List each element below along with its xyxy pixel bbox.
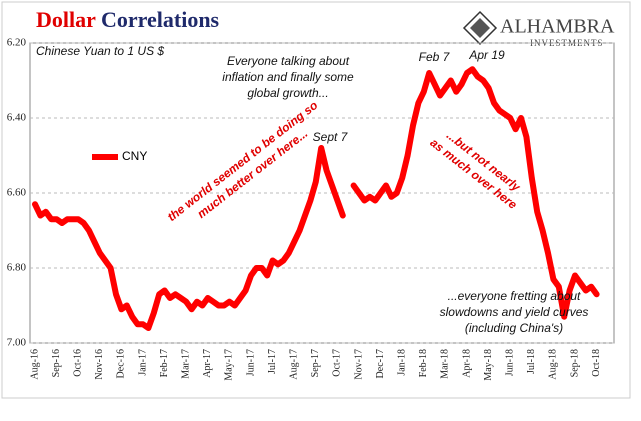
annotation-text: much better over here... (195, 126, 311, 221)
y-tick-label: 6.80 (7, 262, 27, 274)
x-tick-label: Dec-16 (116, 349, 127, 378)
x-tick: Mar-17 (180, 349, 191, 379)
annotation-text: Apr 19 (468, 48, 505, 62)
x-tick-label: Aug-16 (29, 349, 40, 380)
y-tick-label: 6.40 (7, 112, 27, 124)
x-tick-label: Apr-18 (461, 349, 472, 378)
x-tick: Nov-16 (94, 349, 105, 380)
x-tick: Apr-17 (202, 349, 213, 378)
x-tick-label: Sep-16 (51, 349, 62, 377)
outer-frame (1, 1, 631, 399)
x-tick-label: Feb-18 (418, 349, 429, 377)
x-tick: Aug-17 (288, 349, 299, 380)
x-tick-label: May-18 (483, 349, 494, 381)
annotation-text: Sept 7 (313, 130, 349, 144)
annotation: Apr 19 (468, 48, 505, 62)
title-part: Dollar (36, 7, 96, 32)
x-tick: Jun-18 (504, 349, 515, 376)
x-tick: Oct-18 (591, 349, 602, 377)
x-tick-label: Mar-18 (440, 349, 451, 379)
x-tick: Feb-18 (418, 349, 429, 377)
x-tick-label: Nov-16 (94, 349, 105, 380)
legend-label: CNY (122, 149, 147, 163)
annotation-text: slowdowns and yield curves (440, 305, 589, 319)
x-tick-label: Aug-18 (548, 349, 559, 380)
x-tick: Sep-17 (310, 349, 321, 377)
annotation: Everyone talking about inflation and fina… (222, 54, 354, 100)
x-tick-label: Oct-17 (332, 349, 343, 377)
x-tick-label: Mar-17 (180, 349, 191, 379)
data-line (350, 66, 600, 320)
x-tick-label: Jun-17 (245, 349, 256, 376)
x-tick-label: Nov-17 (353, 349, 364, 380)
annotation-text: global growth... (247, 86, 328, 100)
annotation-text: Everyone talking about (227, 54, 350, 68)
y-axis-note: Chinese Yuan to 1 US $ (36, 44, 164, 58)
x-tick-label: Oct-16 (72, 349, 83, 377)
x-tick: Apr-18 (461, 349, 472, 378)
x-tick: Aug-16 (29, 349, 40, 380)
annotation-text: (including China's) (465, 321, 563, 335)
x-tick-label: Jan-18 (396, 349, 407, 376)
x-tick: Oct-17 (332, 349, 343, 377)
x-tick-label: May-17 (224, 349, 235, 381)
x-tick: Jul-18 (526, 349, 537, 374)
x-tick: Nov-17 (353, 349, 364, 380)
y-tick-label: 6.60 (7, 187, 27, 199)
title-part: Correlations (101, 7, 220, 32)
x-tick-label: Sep-17 (310, 349, 321, 377)
x-tick-label: Apr-17 (202, 349, 213, 378)
x-tick: Aug-18 (548, 349, 559, 380)
x-tick: Mar-18 (440, 349, 451, 379)
x-tick: May-17 (224, 349, 235, 381)
x-tick: Feb-17 (159, 349, 170, 377)
data-line (32, 145, 346, 331)
x-tick: Jan-18 (396, 349, 407, 376)
x-tick-label: Jan-17 (137, 349, 148, 376)
logo-icon (462, 10, 498, 46)
x-tick: Jun-17 (245, 349, 256, 376)
logo-icon (470, 18, 490, 38)
x-tick-label: Sep-18 (569, 349, 580, 377)
x-tick: Dec-16 (116, 349, 127, 378)
x-tick-label: Aug-17 (288, 349, 299, 380)
x-tick: Oct-16 (72, 349, 83, 377)
annotation-text: ...everyone fretting about (448, 289, 581, 303)
x-tick-label: Jul-18 (526, 349, 537, 374)
annotation: ...everyone fretting about slowdowns and … (440, 289, 589, 335)
x-tick: Dec-17 (375, 349, 386, 378)
chart-title: Dollar Correlations (36, 7, 220, 32)
y-tick-label: 6.20 (7, 37, 27, 49)
annotation-text: inflation and finally some (222, 70, 354, 84)
x-tick-label: Jun-18 (504, 349, 515, 376)
annotation-text: Feb 7 (419, 50, 451, 64)
x-tick-label: Feb-17 (159, 349, 170, 377)
logo-text: ALHAMBRA (500, 16, 615, 38)
x-tick-label: Jul-17 (267, 349, 278, 374)
x-tick: Sep-18 (569, 349, 580, 377)
annotation: Feb 7 (419, 50, 451, 64)
y-tick-label: 7.00 (7, 337, 27, 349)
x-tick: Jul-17 (267, 349, 278, 374)
x-tick-label: Oct-18 (591, 349, 602, 377)
x-tick-label: Dec-17 (375, 349, 386, 378)
x-tick: May-18 (483, 349, 494, 381)
annotation-text: the world seemed to be doing so (165, 98, 321, 224)
x-tick: Sep-16 (51, 349, 62, 377)
annotation: Sept 7 (313, 130, 349, 144)
x-tick: Jan-17 (137, 349, 148, 376)
